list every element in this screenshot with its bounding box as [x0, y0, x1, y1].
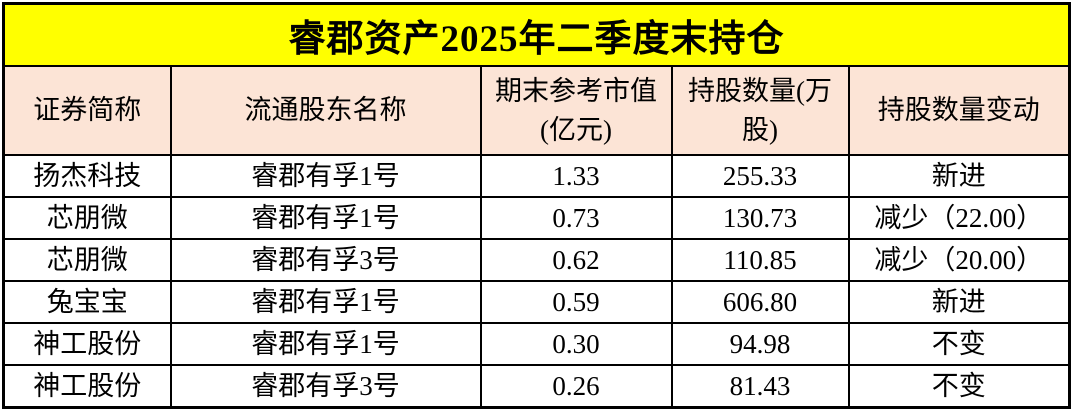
- cell-share-change: 不变: [847, 364, 1071, 409]
- table-title: 睿郡资产2025年二季度末持仓: [2, 2, 1071, 67]
- cell-shareholder-name: 睿郡有孚3号: [169, 238, 482, 282]
- cell-shareholder-name: 睿郡有孚3号: [169, 364, 482, 409]
- cell-security-abbr: 神工股份: [2, 322, 172, 366]
- cell-security-abbr: 扬杰科技: [2, 154, 172, 198]
- cell-security-abbr: 芯朋微: [2, 238, 172, 282]
- table-row: 芯朋微 睿郡有孚1号 0.73 130.73 减少（22.00）: [2, 196, 1071, 240]
- cell-share-count: 130.73: [670, 196, 850, 240]
- cell-shareholder-name: 睿郡有孚1号: [169, 154, 482, 198]
- cell-share-count: 94.98: [670, 322, 850, 366]
- cell-share-change: 不变: [847, 322, 1071, 366]
- cell-shareholder-name: 睿郡有孚1号: [169, 322, 482, 366]
- cell-share-change: 新进: [847, 154, 1071, 198]
- cell-share-count: 606.80: [670, 280, 850, 324]
- cell-security-abbr: 兔宝宝: [2, 280, 172, 324]
- col-header-share-change: 持股数量变动: [847, 65, 1071, 156]
- cell-share-change: 减少（22.00）: [847, 196, 1071, 240]
- table-row: 神工股份 睿郡有孚1号 0.30 94.98 不变: [2, 322, 1071, 366]
- cell-share-change: 减少（20.00）: [847, 238, 1071, 282]
- col-header-market-value: 期末参考市值(亿元): [479, 65, 673, 156]
- title-row: 睿郡资产2025年二季度末持仓: [2, 2, 1071, 67]
- cell-shareholder-name: 睿郡有孚1号: [169, 280, 482, 324]
- cell-market-value: 1.33: [479, 154, 673, 198]
- cell-shareholder-name: 睿郡有孚1号: [169, 196, 482, 240]
- table-row: 芯朋微 睿郡有孚3号 0.62 110.85 减少（20.00）: [2, 238, 1071, 282]
- cell-share-count: 110.85: [670, 238, 850, 282]
- table-row: 兔宝宝 睿郡有孚1号 0.59 606.80 新进: [2, 280, 1071, 324]
- header-row: 证券简称 流通股东名称 期末参考市值(亿元) 持股数量(万股) 持股数量变动: [2, 65, 1071, 156]
- cell-share-count: 81.43: [670, 364, 850, 409]
- cell-market-value: 0.62: [479, 238, 673, 282]
- col-header-security-abbr: 证券简称: [2, 65, 172, 156]
- table-row: 神工股份 睿郡有孚3号 0.26 81.43 不变: [2, 364, 1071, 409]
- cell-market-value: 0.73: [479, 196, 673, 240]
- table-row: 扬杰科技 睿郡有孚1号 1.33 255.33 新进: [2, 154, 1071, 198]
- col-header-share-count: 持股数量(万股): [670, 65, 850, 156]
- col-header-shareholder-name: 流通股东名称: [169, 65, 482, 156]
- cell-security-abbr: 神工股份: [2, 364, 172, 409]
- cell-market-value: 0.30: [479, 322, 673, 366]
- cell-security-abbr: 芯朋微: [2, 196, 172, 240]
- cell-market-value: 0.26: [479, 364, 673, 409]
- cell-share-change: 新进: [847, 280, 1071, 324]
- cell-market-value: 0.59: [479, 280, 673, 324]
- cell-share-count: 255.33: [670, 154, 850, 198]
